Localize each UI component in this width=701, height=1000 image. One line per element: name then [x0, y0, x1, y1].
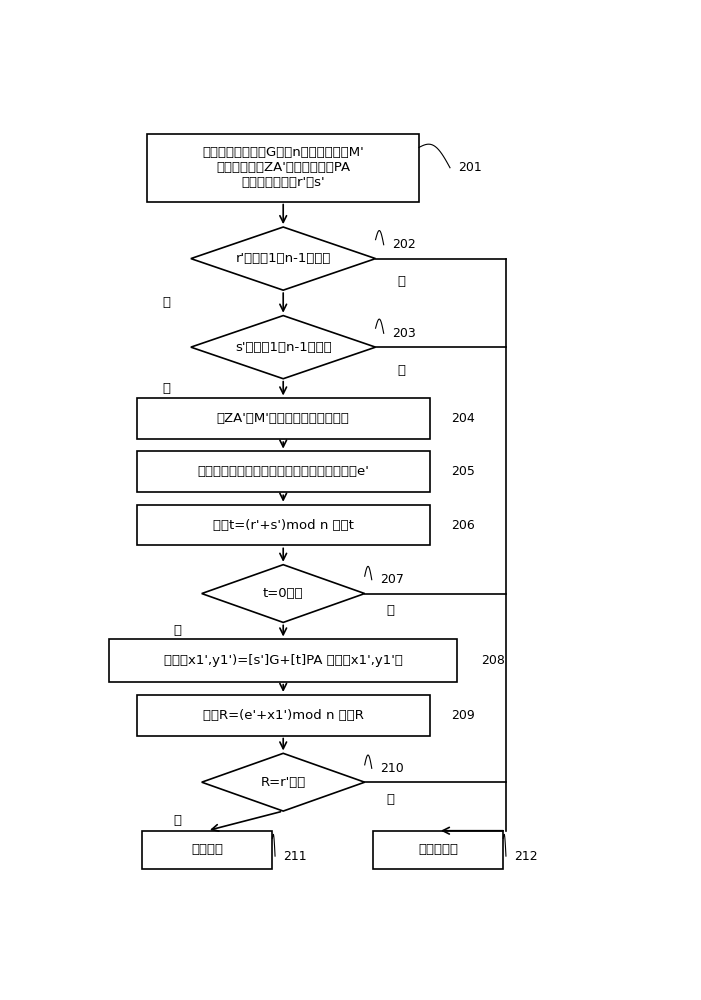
- Text: 否: 否: [397, 275, 405, 288]
- Bar: [373, 831, 503, 869]
- Text: 否: 否: [386, 793, 395, 806]
- Text: 是: 是: [163, 296, 170, 309]
- Text: 202: 202: [392, 238, 416, 251]
- Text: 209: 209: [451, 709, 475, 722]
- Text: 201: 201: [458, 161, 482, 174]
- Text: 是: 是: [163, 382, 170, 395]
- Bar: [142, 831, 272, 869]
- Polygon shape: [202, 753, 365, 811]
- Bar: [137, 451, 430, 492]
- Text: 根据（x1',y1')=[s']G+[t]PA 计算（x1',y1'）: 根据（x1',y1')=[s']G+[t]PA 计算（x1',y1'）: [164, 654, 402, 667]
- Text: 204: 204: [451, 412, 475, 425]
- Text: 根据t=(r'+s')mod n 计算t: 根据t=(r'+s')mod n 计算t: [213, 519, 353, 532]
- Polygon shape: [191, 316, 376, 379]
- Text: 对验证方拼接消息进行杂凑运算，得到杂凑值e': 对验证方拼接消息进行杂凑运算，得到杂凑值e': [197, 465, 369, 478]
- Polygon shape: [202, 565, 365, 622]
- Text: 206: 206: [451, 519, 475, 532]
- Text: 是: 是: [173, 814, 182, 827]
- Text: 验证通过: 验证通过: [191, 843, 223, 856]
- Text: s'是否在1与n-1之间？: s'是否在1与n-1之间？: [235, 341, 332, 354]
- Text: 203: 203: [392, 327, 416, 340]
- Bar: [109, 639, 457, 682]
- Text: 否: 否: [173, 624, 182, 637]
- Bar: [137, 398, 430, 439]
- Polygon shape: [191, 227, 376, 290]
- Text: 208: 208: [482, 654, 505, 667]
- Text: 212: 212: [514, 850, 538, 863]
- Text: r'是否在1与n-1之间？: r'是否在1与n-1之间？: [236, 252, 331, 265]
- Text: 211: 211: [283, 850, 307, 863]
- Text: 验证不通过: 验证不通过: [418, 843, 458, 856]
- Text: 205: 205: [451, 465, 475, 478]
- Text: 207: 207: [380, 573, 404, 586]
- Text: t=0吗？: t=0吗？: [263, 587, 304, 600]
- Bar: [137, 695, 430, 736]
- Text: 将ZA'与M'拼接为验证方拼接消息: 将ZA'与M'拼接为验证方拼接消息: [217, 412, 350, 425]
- Text: 根据R=(e'+x1')mod n 计算R: 根据R=(e'+x1')mod n 计算R: [203, 709, 364, 722]
- Text: 210: 210: [380, 762, 404, 775]
- Text: 是: 是: [386, 604, 395, 617]
- Bar: [147, 134, 419, 202]
- Bar: [137, 505, 430, 545]
- Text: 已知椭圆曲线的基G、阶n、待验证消息M'
验证方杂凑值ZA'、签名方公钥PA
待验证数字签名r'和s': 已知椭圆曲线的基G、阶n、待验证消息M' 验证方杂凑值ZA'、签名方公钥PA 待…: [203, 146, 364, 189]
- Text: R=r'吗？: R=r'吗？: [261, 776, 306, 789]
- Text: 否: 否: [397, 364, 405, 377]
